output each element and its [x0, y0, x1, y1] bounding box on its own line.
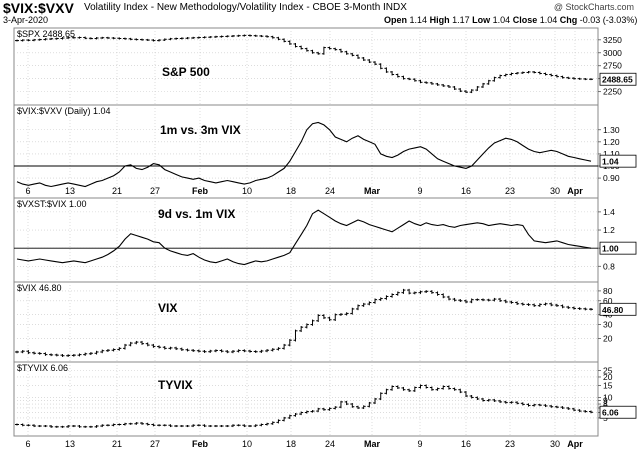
series-line-vix-vxv: [16, 121, 592, 188]
high-value: 1.17: [452, 15, 470, 25]
panel-vix-vxv: [13, 104, 599, 199]
series-label-tyvix: $TYVIX 6.06: [17, 363, 68, 373]
chart-symbol: $VIX:$VXV: [3, 0, 74, 16]
x-tick-label-bottom-7: 24: [325, 439, 335, 449]
x-tick-label-bottom-0: 6: [25, 439, 30, 449]
series-label-vix-vxv: $VIX:$VXV (Daily) 1.04: [17, 106, 111, 116]
x-tick-label-mid-13: Apr: [567, 186, 583, 196]
ytick-label-tyvix-5: 10: [603, 392, 613, 402]
ytick-label-vix-vxv-0: 0.90: [603, 173, 620, 183]
series-name-vix-vxv: 1m vs. 3m VIX: [160, 123, 241, 137]
ytick-label-vix-vxv-3: 1.20: [603, 137, 620, 147]
description-text: Volatility Index - New Methodology/Volat…: [84, 2, 381, 13]
panel-tyvix: [13, 361, 599, 437]
x-tick-label-mid-6: 18: [286, 186, 296, 196]
ytick-label-tyvix-4: 9: [603, 396, 608, 406]
low-label: Low: [472, 15, 491, 25]
last-value-box-vxst-vix: [599, 241, 637, 255]
open-label: Open: [384, 15, 408, 25]
chg-value: -0.03 (-3.03%): [579, 15, 638, 25]
chart-date: 3-Apr-2020: [3, 15, 49, 25]
x-tick-label-bottom-13: Apr: [567, 439, 583, 449]
last-value-label-vix-vxv: 1.04: [602, 157, 619, 167]
ytick-label-vix-1: 30: [603, 320, 613, 330]
ytick-label-tyvix-6: 15: [603, 380, 613, 390]
series-name-spx: S&P 500: [162, 65, 210, 79]
close-label: Close: [512, 15, 538, 25]
x-tick-label-mid-12: 30: [550, 186, 560, 196]
ytick-label-vix-3: 60: [603, 296, 613, 306]
x-tick-label-mid-1: 13: [65, 186, 75, 196]
x-tick-label-mid-5: 10: [242, 186, 252, 196]
last-value-box-tyvix: [599, 405, 637, 419]
series-label-spx: $SPX 2488.65: [17, 29, 75, 39]
series-name-vxst-vix: 9d vs. 1m VIX: [158, 207, 235, 221]
series-name-vix: VIX: [158, 301, 177, 315]
stockcharts-credit: @ StockCharts.com: [553, 2, 634, 12]
x-tick-label-bottom-3: 27: [150, 439, 160, 449]
last-value-label-vix: 46.80: [602, 305, 624, 315]
ytick-label-tyvix-7: 20: [603, 372, 613, 382]
chg-label: Chg: [559, 15, 578, 25]
chart-description: Volatility Index - New Methodology/Volat…: [84, 2, 407, 13]
high-label: High: [429, 15, 450, 25]
series-label-vxst-vix: $VXST:$VIX 1.00: [17, 199, 87, 209]
last-value-box-vix: [599, 302, 637, 316]
x-tick-label-bottom-6: 18: [286, 439, 296, 449]
ytick-label-spx-3: 3000: [603, 48, 622, 58]
x-tick-label-bottom-10: 16: [461, 439, 471, 449]
x-tick-label-bottom-8: Mar: [364, 439, 381, 449]
ytick-label-spx-4: 3250: [603, 35, 622, 45]
x-tick-label-bottom-5: 10: [242, 439, 252, 449]
ytick-label-tyvix-3: 8: [603, 399, 608, 409]
ytick-label-spx-0: 2250: [603, 87, 622, 97]
ytick-label-vix-vxv-4: 1.30: [603, 125, 620, 135]
x-tick-label-bottom-11: 23: [505, 439, 515, 449]
last-value-label-spx: 2488.65: [602, 75, 633, 85]
series-label-vix: $VIX 46.80: [17, 283, 62, 293]
exchange-text: INDX: [383, 2, 407, 13]
ytick-label-tyvix-8: 25: [603, 365, 613, 375]
x-tick-label-mid-4: Feb: [192, 186, 209, 196]
x-tick-label-bottom-2: 21: [112, 439, 122, 449]
last-value-label-tyvix: 6.06: [602, 408, 619, 418]
x-tick-label-bottom-9: 9: [417, 439, 422, 449]
x-tick-label-mid-0: 6: [25, 186, 30, 196]
x-tick-label-mid-8: Mar: [364, 186, 381, 196]
x-tick-label-bottom-1: 13: [65, 439, 75, 449]
x-tick-label-mid-11: 23: [505, 186, 515, 196]
last-value-box-spx: [599, 72, 637, 86]
x-tick-label-mid-9: 9: [417, 186, 422, 196]
x-tick-label-mid-2: 21: [112, 186, 122, 196]
ytick-label-vxst-vix-3: 1.4: [603, 207, 615, 217]
last-value-box-vix-vxv: [599, 154, 637, 168]
ytick-label-spx-2: 2750: [603, 61, 622, 71]
ytick-label-vxst-vix-0: 0.8: [603, 261, 615, 271]
ytick-label-vix-4: 80: [603, 286, 613, 296]
ytick-label-vix-vxv-2: 1.10: [603, 149, 620, 159]
series-name-tyvix: TYVIX: [158, 378, 193, 392]
panel-vxst-vix: [13, 197, 599, 283]
open-value: 1.14: [409, 15, 428, 25]
panel-spx: [13, 27, 599, 106]
ytick-label-vix-0: 20: [603, 333, 613, 343]
last-value-label-vxst-vix: 1.00: [602, 244, 619, 254]
x-tick-label-mid-10: 16: [461, 186, 471, 196]
series-line-vxst-vix: [16, 209, 592, 266]
ytick-label-vxst-vix-2: 1.2: [603, 225, 615, 235]
close-value: 1.04: [539, 15, 558, 25]
low-value: 1.04: [492, 15, 511, 25]
x-tick-label-bottom-12: 30: [550, 439, 560, 449]
panel-vix: [13, 281, 599, 363]
x-tick-label-mid-3: 27: [150, 186, 160, 196]
x-tick-label-bottom-4: Feb: [192, 439, 209, 449]
x-tick-label-mid-7: 24: [325, 186, 335, 196]
ohlc-readout: Open 1.14 High 1.17 Low 1.04 Close 1.04 …: [384, 15, 640, 25]
